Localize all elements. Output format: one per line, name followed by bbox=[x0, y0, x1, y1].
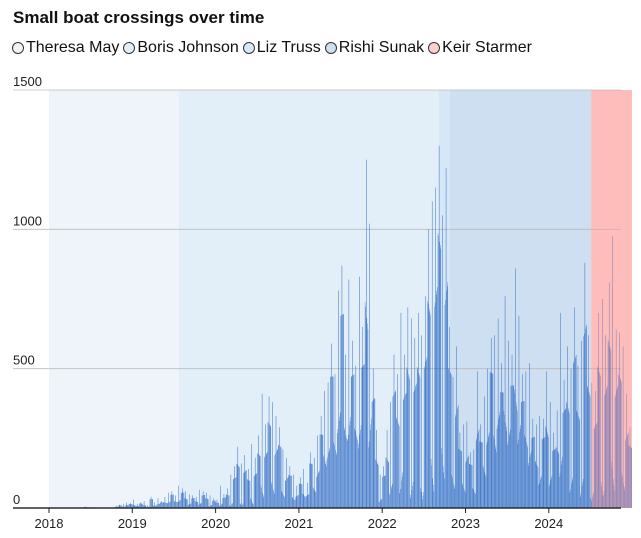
legend-swatch bbox=[242, 42, 255, 54]
x-tick-label: 2018 bbox=[35, 516, 64, 531]
x-tick-label: 2022 bbox=[368, 516, 397, 531]
y-tick-label: 0 bbox=[13, 492, 20, 507]
legend-label: Keir Starmer bbox=[442, 39, 532, 56]
legend-swatch bbox=[324, 42, 337, 54]
term-band-overlay bbox=[591, 90, 632, 508]
legend-swatch bbox=[428, 42, 441, 54]
x-tick-label: 2023 bbox=[451, 516, 480, 531]
x-tick-label: 2019 bbox=[118, 516, 147, 531]
legend: Theresa May Boris Johnson Liz Truss Rish… bbox=[12, 39, 532, 57]
y-tick-label: 1000 bbox=[13, 213, 42, 228]
legend-item-rishi-sunak[interactable]: Rishi Sunak bbox=[324, 39, 425, 57]
legend-label: Boris Johnson bbox=[137, 39, 239, 56]
legend-item-boris-johnson[interactable]: Boris Johnson bbox=[123, 39, 239, 57]
chart-title: Small boat crossings over time bbox=[13, 8, 265, 27]
legend-label: Liz Truss bbox=[256, 39, 321, 56]
term-band-theresa-may bbox=[49, 90, 179, 508]
legend-item-keir-starmer[interactable]: Keir Starmer bbox=[428, 39, 532, 57]
term-band-keir-starmer bbox=[591, 90, 632, 508]
term-band-boris-johnson bbox=[178, 90, 439, 508]
legend-label: Rishi Sunak bbox=[338, 39, 425, 56]
x-tick-label: 2020 bbox=[201, 516, 230, 531]
legend-label: Theresa May bbox=[26, 39, 120, 56]
legend-item-liz-truss[interactable]: Liz Truss bbox=[242, 39, 321, 57]
legend-item-theresa-may[interactable]: Theresa May bbox=[12, 39, 119, 57]
x-tick-label: 2024 bbox=[534, 516, 563, 531]
legend-swatch bbox=[123, 42, 136, 54]
y-tick-label: 500 bbox=[13, 353, 35, 368]
y-tick-label: 1500 bbox=[13, 74, 42, 89]
x-tick-label: 2021 bbox=[284, 516, 313, 531]
legend-swatch bbox=[12, 42, 24, 54]
term-band-liz-truss bbox=[438, 90, 450, 508]
